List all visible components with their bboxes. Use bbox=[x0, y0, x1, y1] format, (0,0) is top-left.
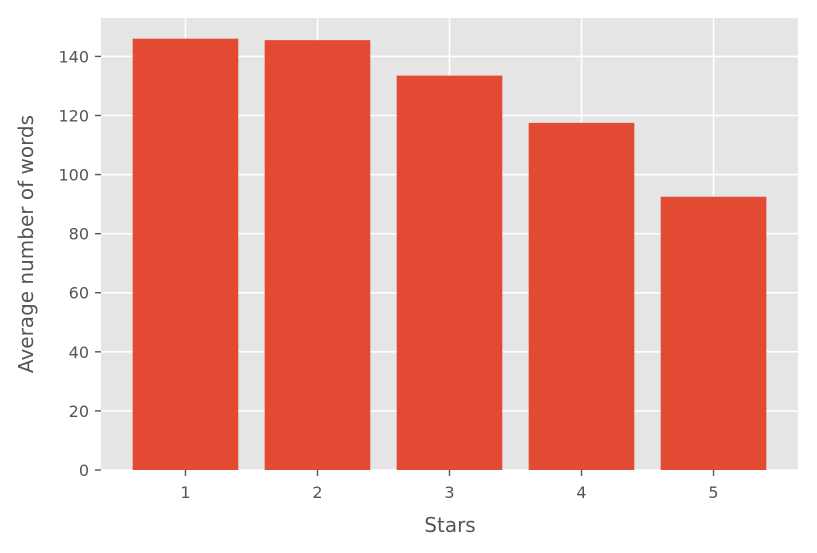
y-tick-label: 40 bbox=[69, 343, 89, 362]
y-tick-label: 20 bbox=[69, 402, 89, 421]
y-tick-label: 60 bbox=[69, 284, 89, 303]
x-tick-label: 5 bbox=[708, 483, 718, 502]
y-tick-label: 140 bbox=[58, 47, 89, 66]
x-tick-label: 1 bbox=[180, 483, 190, 502]
bars bbox=[132, 38, 767, 471]
x-axis-label: Stars bbox=[424, 513, 475, 537]
y-tick-label: 0 bbox=[79, 461, 89, 480]
bar-4 bbox=[528, 122, 635, 470]
y-axis-label: Average number of words bbox=[14, 115, 38, 373]
bar-1 bbox=[132, 38, 239, 470]
ticks: 0 20 40 60 80 100 120 140 1 2 3 4 5 bbox=[58, 47, 718, 502]
y-tick-label: 120 bbox=[58, 106, 89, 125]
x-tick-label: 2 bbox=[312, 483, 322, 502]
bar-2 bbox=[264, 40, 371, 471]
x-tick-label: 3 bbox=[444, 483, 454, 502]
y-tick-label: 100 bbox=[58, 166, 89, 185]
x-tick-label: 4 bbox=[576, 483, 586, 502]
bar-5 bbox=[660, 196, 767, 470]
y-tick-label: 80 bbox=[69, 225, 89, 244]
bar-3 bbox=[396, 75, 503, 470]
